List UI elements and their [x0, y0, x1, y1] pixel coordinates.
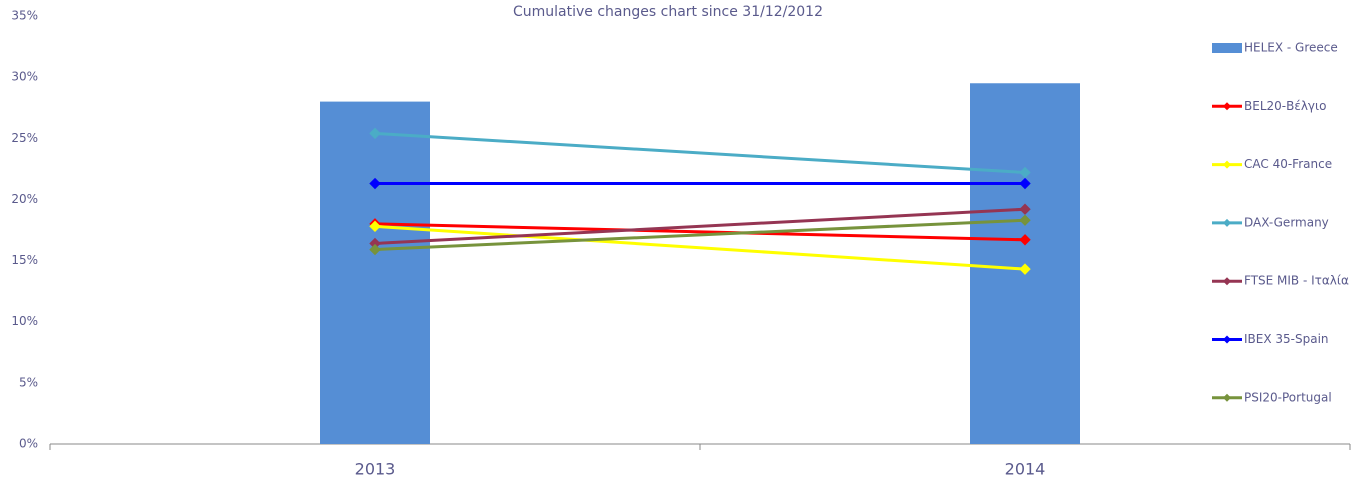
marker: [1019, 166, 1031, 179]
legend-marker: [1223, 335, 1231, 344]
line: [374, 131, 1026, 175]
x-tick-label: 2013: [355, 460, 396, 479]
marker: [1019, 177, 1031, 190]
marker: [1019, 234, 1031, 246]
line: [374, 218, 1026, 252]
y-tick-label: 10%: [11, 314, 38, 328]
legend-label: PSI20-Portugal: [1244, 390, 1332, 404]
y-tick-label: 0%: [19, 437, 38, 451]
y-tick-label: 20%: [11, 192, 38, 206]
legend-marker: [1223, 277, 1231, 286]
legend-label: CAC 40-France: [1244, 157, 1332, 171]
y-tick-label: 5%: [19, 375, 38, 389]
legend-label: IBEX 35-Spain: [1244, 332, 1329, 346]
legend-swatch: [1212, 43, 1242, 53]
line: [374, 207, 1026, 245]
marker: [369, 177, 381, 190]
legend-marker: [1223, 102, 1231, 111]
y-tick-label: 30%: [11, 70, 38, 84]
bar: [320, 101, 430, 444]
legend-label: FTSE MIB - Ιταλία: [1244, 274, 1349, 288]
marker: [369, 220, 381, 233]
marker: [369, 243, 381, 256]
legend-label: HELEX - Greece: [1244, 41, 1338, 55]
chart-title: Cumulative changes chart since 31/12/201…: [513, 4, 823, 20]
marker: [1019, 203, 1031, 215]
line: [374, 224, 1026, 271]
marker: [1019, 214, 1031, 226]
y-tick-label: 35%: [11, 9, 38, 23]
legend-label: DAX-Germany: [1244, 215, 1329, 229]
marker: [369, 127, 381, 140]
y-tick-label: 25%: [11, 131, 38, 145]
y-tick-label: 15%: [11, 253, 38, 267]
legend-marker: [1223, 393, 1231, 402]
legend-marker: [1223, 218, 1231, 227]
x-tick-label: 2014: [1005, 460, 1046, 479]
legend-label: BEL20-Βέλγιο: [1244, 99, 1326, 113]
marker: [1019, 263, 1031, 275]
legend-marker: [1223, 160, 1231, 169]
line: [374, 222, 1026, 242]
